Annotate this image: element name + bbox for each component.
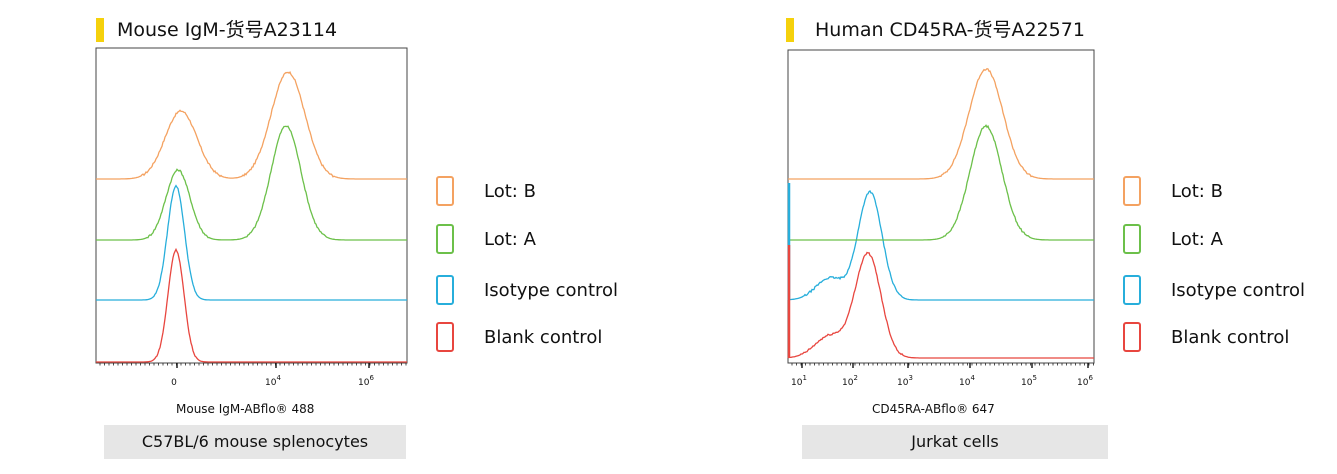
panel-mouse-igm: Mouse IgM-货号A23114 0 104 106 Mouse IgM-ABf… bbox=[0, 0, 660, 474]
x-tick-label: 103 bbox=[897, 374, 913, 388]
legend-label: Lot: A bbox=[484, 229, 536, 250]
legend-label: Isotype control bbox=[1171, 280, 1306, 301]
legend-swatch bbox=[436, 275, 454, 305]
x-tick-label: 105 bbox=[1021, 374, 1037, 388]
legend-label: Isotype control bbox=[484, 280, 619, 301]
x-tick-label: 106 bbox=[358, 374, 374, 388]
sample-caption: Jurkat cells bbox=[802, 425, 1108, 459]
x-tick-label: 104 bbox=[265, 374, 281, 388]
legend-label: Blank control bbox=[1171, 327, 1290, 348]
legend-label: Lot: A bbox=[1171, 229, 1223, 250]
legend-label: Lot: B bbox=[484, 181, 536, 202]
histogram-series-lot-a bbox=[96, 125, 407, 241]
plot-frame bbox=[95, 47, 408, 364]
plot-frame bbox=[787, 49, 1095, 364]
x-axis-label: CD45RA-ABflo® 647 bbox=[872, 402, 995, 416]
histogram-series-isotype-control bbox=[96, 184, 407, 301]
sample-caption: C57BL/6 mouse splenocytes bbox=[104, 425, 406, 459]
x-tick-label: 101 bbox=[791, 374, 807, 388]
legend-swatch bbox=[1123, 322, 1141, 352]
chart-title: Human CD45RA-货号A22571 bbox=[815, 19, 1085, 41]
panel-human-cd45ra: Human CD45RA-货号A22571 101 102 103 104 105 106… bbox=[690, 0, 1337, 474]
x-axis-label: Mouse IgM-ABflo® 488 bbox=[176, 402, 315, 416]
legend-swatch bbox=[436, 322, 454, 352]
legend-swatch bbox=[1123, 224, 1141, 254]
x-tick-label: 104 bbox=[959, 374, 975, 388]
histogram-chart-human-cd45ra: 101 102 103 104 105 106 bbox=[787, 49, 1095, 388]
x-tick-label: 0 bbox=[171, 378, 177, 388]
legend-swatch bbox=[436, 224, 454, 254]
histogram-series-blank-control bbox=[96, 247, 407, 363]
legend-label: Lot: B bbox=[1171, 181, 1223, 202]
title-accent-bar bbox=[96, 18, 104, 42]
legend-swatch bbox=[436, 176, 454, 206]
title-accent-bar bbox=[786, 18, 794, 42]
chart-title: Mouse IgM-货号A23114 bbox=[117, 19, 338, 41]
legend-swatch bbox=[1123, 275, 1141, 305]
histogram-series-lot-b bbox=[96, 70, 407, 180]
histogram-series-isotype-control bbox=[787, 190, 1094, 301]
histogram-chart-mouse-igm: 0 104 106 bbox=[95, 47, 408, 388]
histogram-series-lot-b bbox=[788, 67, 1094, 180]
histogram-series-lot-a bbox=[788, 124, 1094, 241]
histogram-series-blank-control bbox=[787, 251, 1094, 359]
legend-swatch bbox=[1123, 176, 1141, 206]
legend-label: Blank control bbox=[484, 327, 603, 348]
x-tick-label: 106 bbox=[1077, 374, 1093, 388]
x-tick-label: 102 bbox=[842, 374, 858, 388]
